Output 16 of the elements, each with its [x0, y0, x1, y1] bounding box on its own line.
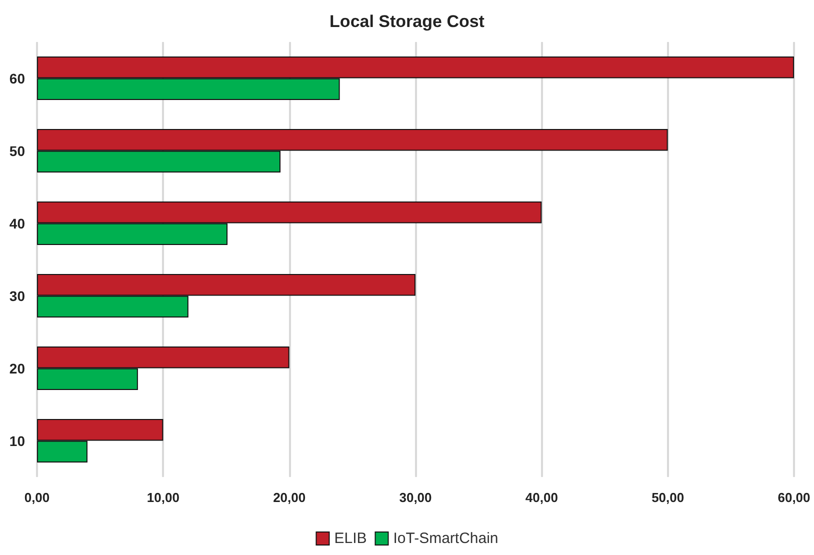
x-tick-label: 10,00: [146, 490, 180, 505]
chart-title: Local Storage Cost: [330, 12, 485, 31]
y-tick-label: 50: [9, 142, 26, 159]
y-tick-label: 40: [9, 215, 26, 232]
x-tick-label: 50,00: [652, 490, 684, 505]
x-tick-label: 0,00: [24, 490, 50, 505]
legend-label: IoT-SmartChain: [393, 530, 498, 547]
x-tick-label: 30,00: [399, 490, 432, 505]
x-tick-label: 40,00: [525, 490, 558, 505]
y-tick-label: 60: [9, 70, 26, 86]
x-tick-label: 60,00: [778, 490, 810, 505]
legend-label: ELIB: [334, 530, 367, 547]
y-tick-label: 30: [9, 288, 26, 304]
y-tick-label: 10: [9, 432, 26, 449]
y-tick-label: 20: [9, 360, 26, 376]
x-tick-label: 20,00: [273, 490, 306, 505]
